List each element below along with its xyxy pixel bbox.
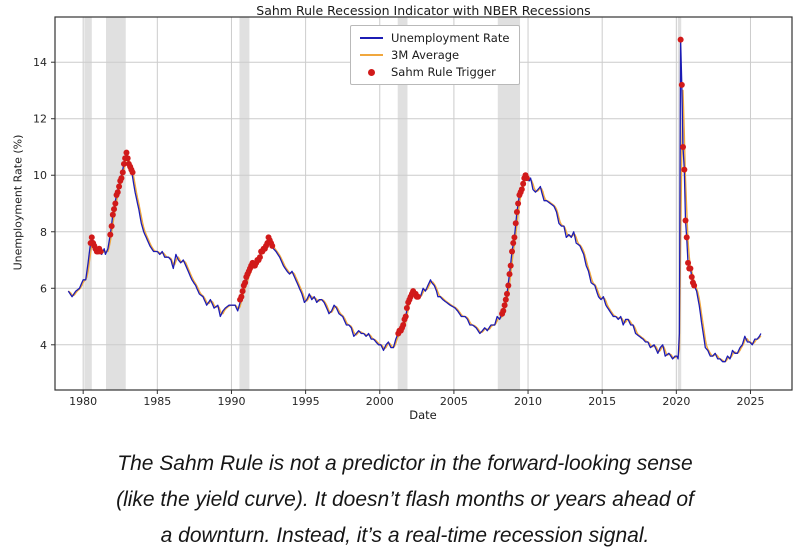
x-tick-label: 2005 [440,395,468,408]
trigger-dot [503,290,510,297]
unemployment-line-swatch-icon [360,37,383,39]
caption-line: a downturn. Instead, it’s a real-time re… [160,524,650,547]
legend-item-sahm-trigger: Sahm Rule Trigger [360,65,509,79]
chart-figure: Sahm Rule Recession Indicator with NBER … [11,3,793,422]
trigger-dot [108,223,115,230]
trigger-dot [111,206,118,213]
trigger-dot [685,259,692,266]
x-tick-label: 2000 [366,395,394,408]
trigger-dot [680,143,687,150]
caption-line: (like the yield curve). It doesn’t flash… [116,488,694,511]
x-tick-label: 1995 [292,395,320,408]
trigger-dot [109,211,116,218]
trigger-dot [129,169,136,176]
trigger-dot [511,234,518,241]
trigger-dot [97,248,104,255]
trigger-dot [523,175,530,182]
trigger-dot [415,293,422,300]
trigger-dot [513,208,520,215]
caption-text: The Sahm Rule is not a predictor in the … [0,446,810,554]
y-tick-label: 14 [33,56,47,69]
legend-label: 3M Average [391,48,460,62]
recession-band [497,17,521,390]
trigger-dot [691,282,698,289]
average-line [67,89,762,363]
trigger-dot [506,271,513,278]
legend-label: Sahm Rule Trigger [391,65,496,79]
trigger-dot [88,234,95,241]
trigger-dot [515,200,522,207]
trigger-dot [119,169,126,176]
x-axis-label: Date [409,408,437,422]
trigger-dot [501,302,508,309]
x-tick-label: 2020 [662,395,690,408]
trigger-dot [402,313,409,320]
trigger-dot [242,279,249,286]
trigger-dot [256,254,263,261]
trigger-dot [403,305,410,312]
x-tick-label: 1985 [143,395,171,408]
y-tick-label: 10 [33,169,47,182]
trigger-dot [520,180,527,187]
trigger-dot [510,240,517,247]
recession-band [84,17,92,390]
trigger-dot [518,186,525,193]
trigger-dot [683,234,690,241]
chart-legend: Unemployment Rate 3M Average Sahm Rule T… [350,25,521,85]
trigger-dot [500,307,507,314]
trigger-dot [239,288,246,295]
plot-frame [54,16,793,391]
chart-canvas: 1980 1985 1990 1995 2000 2005 2010 2015 2020 2025… [33,16,793,408]
legend-label: Unemployment Rate [391,31,510,45]
legend-item-3m-average: 3M Average [360,48,509,62]
x-tick-label: 2025 [736,395,764,408]
average-line-swatch-icon [360,54,383,56]
trigger-dot [107,231,114,238]
x-tick-label: 2015 [588,395,616,408]
x-tick-label: 1990 [217,395,245,408]
trigger-dot [123,149,130,156]
recession-band [239,17,250,390]
trigger-dot [688,273,695,280]
trigger-dot [507,262,514,269]
trigger-dot [502,296,509,303]
recession-band [397,17,408,390]
y-tick-label: 6 [40,282,47,295]
trigger-dot [512,220,519,227]
trigger-dot [269,242,276,249]
y-tick-label: 4 [40,339,47,352]
trigger-dot [677,36,684,43]
trigger-dot [509,248,516,255]
trigger-dot [687,265,694,272]
trigger-dot [118,175,125,182]
trigger-dot [114,189,121,196]
trigger-dot [682,217,689,224]
trigger-dot [400,322,407,329]
legend-item-unemployment-rate: Unemployment Rate [360,31,509,45]
unemployment-line [67,38,762,363]
x-tick-label: 1980 [69,395,97,408]
y-tick-label: 12 [33,113,47,126]
trigger-dot-swatch-icon [360,65,383,79]
trigger-dot [112,200,119,207]
trigger-dot [124,155,131,162]
trigger-dot [681,166,688,173]
trigger-dot [238,293,245,300]
caption-line: The Sahm Rule is not a predictor in the … [117,452,693,475]
trigger-dot [505,282,512,289]
y-tick-label: 8 [40,226,47,239]
trigger-dot [678,81,685,88]
trigger-dot [120,160,127,167]
x-tick-label: 2010 [514,395,542,408]
trigger-dot [116,183,123,190]
chart-title: Sahm Rule Recession Indicator with NBER … [256,3,591,18]
